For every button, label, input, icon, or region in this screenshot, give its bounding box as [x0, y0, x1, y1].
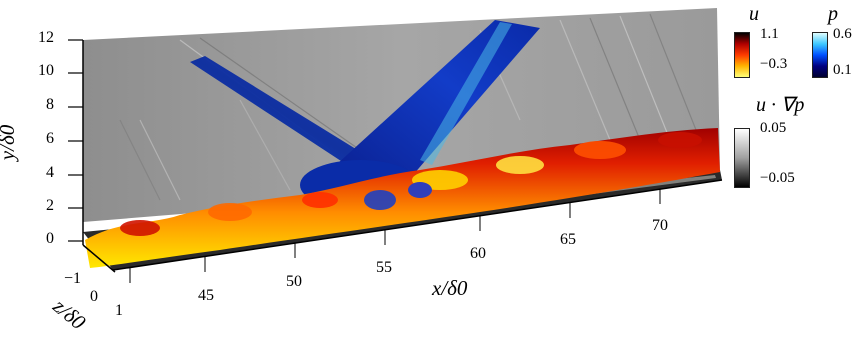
z-axis-line	[82, 244, 116, 273]
boundary-layer-eddies	[120, 132, 702, 236]
z-tick-1: 1	[115, 302, 123, 319]
x-axis-line	[112, 179, 723, 271]
incident-shock	[190, 56, 390, 180]
y-tick-10: 10	[38, 62, 54, 79]
z-tick-0: 0	[90, 288, 98, 305]
colorbar-grad-min: −0.05	[760, 170, 795, 186]
x-axis-ticks	[129, 189, 661, 283]
colorbar-grad-max: 0.05	[760, 120, 787, 136]
colorbar-p	[812, 32, 828, 78]
x-tick-70: 70	[652, 217, 668, 234]
colorbar-u-min: −0.3	[760, 56, 788, 72]
y-tick-4: 4	[46, 164, 54, 181]
colorbar-p-title: p	[828, 3, 838, 25]
y-axis-ticks	[68, 39, 83, 242]
y-axis-label: y/δ0	[0, 124, 20, 161]
z-tick-minus1: −1	[64, 270, 82, 287]
y-tick-0: 0	[46, 230, 54, 247]
colorbar-grad	[734, 128, 750, 188]
x-tick-50: 50	[286, 273, 302, 290]
x-tick-60: 60	[470, 245, 486, 262]
colorbar-u-max: 1.1	[760, 26, 779, 42]
x-axis-label: x/δ0	[432, 276, 468, 300]
colorbar-grad-title: u · ∇p	[756, 94, 805, 116]
colorbar-u	[734, 32, 750, 78]
x-tick-65: 65	[560, 231, 576, 248]
x-tick-45: 45	[198, 287, 214, 304]
colorbar-p-min: 0.1	[833, 62, 852, 78]
colorbar-p-max: 0.6	[833, 26, 852, 42]
x-tick-55: 55	[376, 259, 392, 276]
colorbar-u-title: u	[749, 3, 759, 25]
y-tick-12: 12	[38, 29, 54, 46]
boundary-layer	[85, 128, 720, 268]
reflected-shock-rim	[420, 22, 512, 165]
y-tick-2: 2	[46, 197, 54, 214]
y-tick-8: 8	[46, 96, 54, 113]
y-tick-6: 6	[46, 130, 54, 147]
